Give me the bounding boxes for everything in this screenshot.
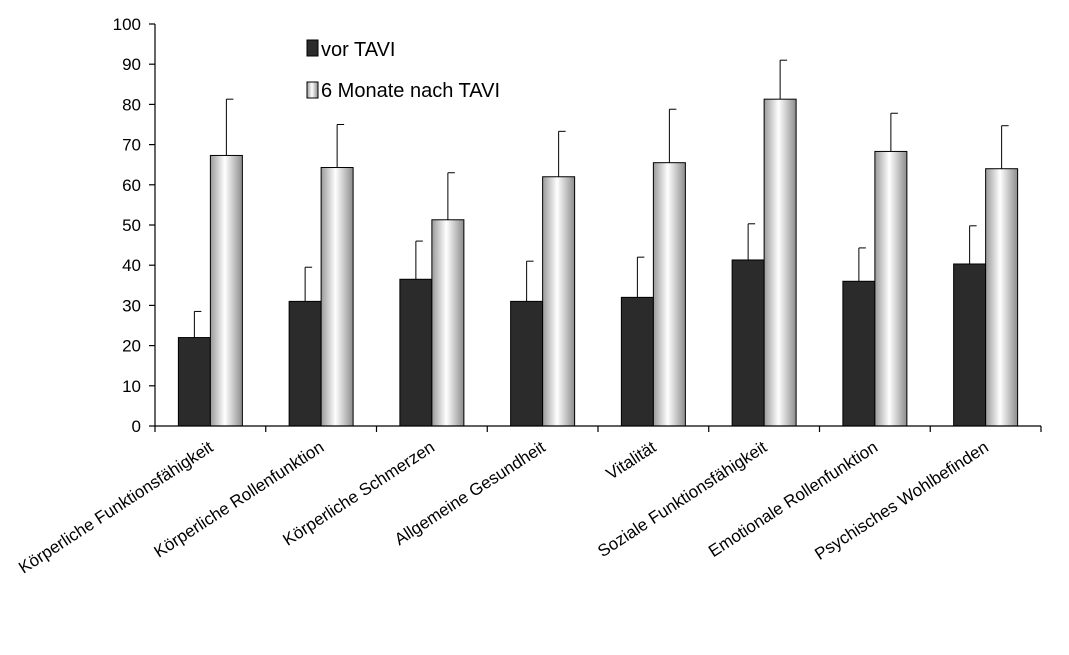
legend: vor TAVI 6 Monate nach TAVI — [306, 39, 500, 102]
bar-vor-tavi — [399, 278, 433, 427]
legend-swatch-nach-tavi — [306, 81, 319, 99]
bar-nach-tavi — [542, 176, 576, 427]
bar-nach-tavi — [652, 162, 686, 427]
bar-vor-tavi — [842, 280, 876, 427]
bar-vor-tavi — [731, 259, 765, 427]
y-tick-label: 60 — [122, 176, 141, 195]
legend-label-nach-tavi: 6 Monate nach TAVI — [321, 80, 500, 102]
bar-nach-tavi — [874, 150, 908, 427]
y-axis: 0 10 20 30 40 50 60 70 80 90 100 — [113, 15, 156, 436]
y-tick-label: 100 — [113, 15, 141, 34]
y-tick-label: 10 — [122, 377, 141, 396]
y-tick-label: 0 — [132, 417, 141, 436]
x-category-label: Körperliche Funktionsfähigkeit — [15, 437, 217, 577]
bar-vor-tavi — [510, 300, 544, 427]
bar-nach-tavi — [320, 167, 354, 427]
x-category-label: Vitalität — [603, 437, 660, 483]
y-tick-label: 40 — [122, 256, 141, 275]
bar-vor-tavi — [177, 337, 211, 427]
x-category-label: Psychisches Wohlbefinden — [811, 437, 991, 563]
y-tick-label: 50 — [122, 216, 141, 235]
bar-nach-tavi — [209, 154, 243, 427]
bar-vor-tavi — [620, 296, 654, 427]
legend-label-vor-tavi: vor TAVI — [321, 39, 395, 61]
bar-vor-tavi — [288, 300, 322, 427]
y-tick-label: 30 — [122, 296, 141, 315]
y-tick-label: 20 — [122, 337, 141, 356]
plot-area — [177, 59, 1019, 427]
bar-vor-tavi — [953, 263, 987, 427]
bar-nach-tavi — [763, 98, 797, 427]
bar-nach-tavi — [985, 168, 1019, 427]
y-tick-label: 70 — [122, 136, 141, 155]
y-tick-label: 80 — [122, 95, 141, 114]
legend-swatch-vor-tavi — [306, 39, 319, 57]
bar-nach-tavi — [431, 219, 465, 427]
y-tick-label: 90 — [122, 55, 141, 74]
x-axis: Körperliche FunktionsfähigkeitKörperlich… — [15, 425, 1042, 577]
